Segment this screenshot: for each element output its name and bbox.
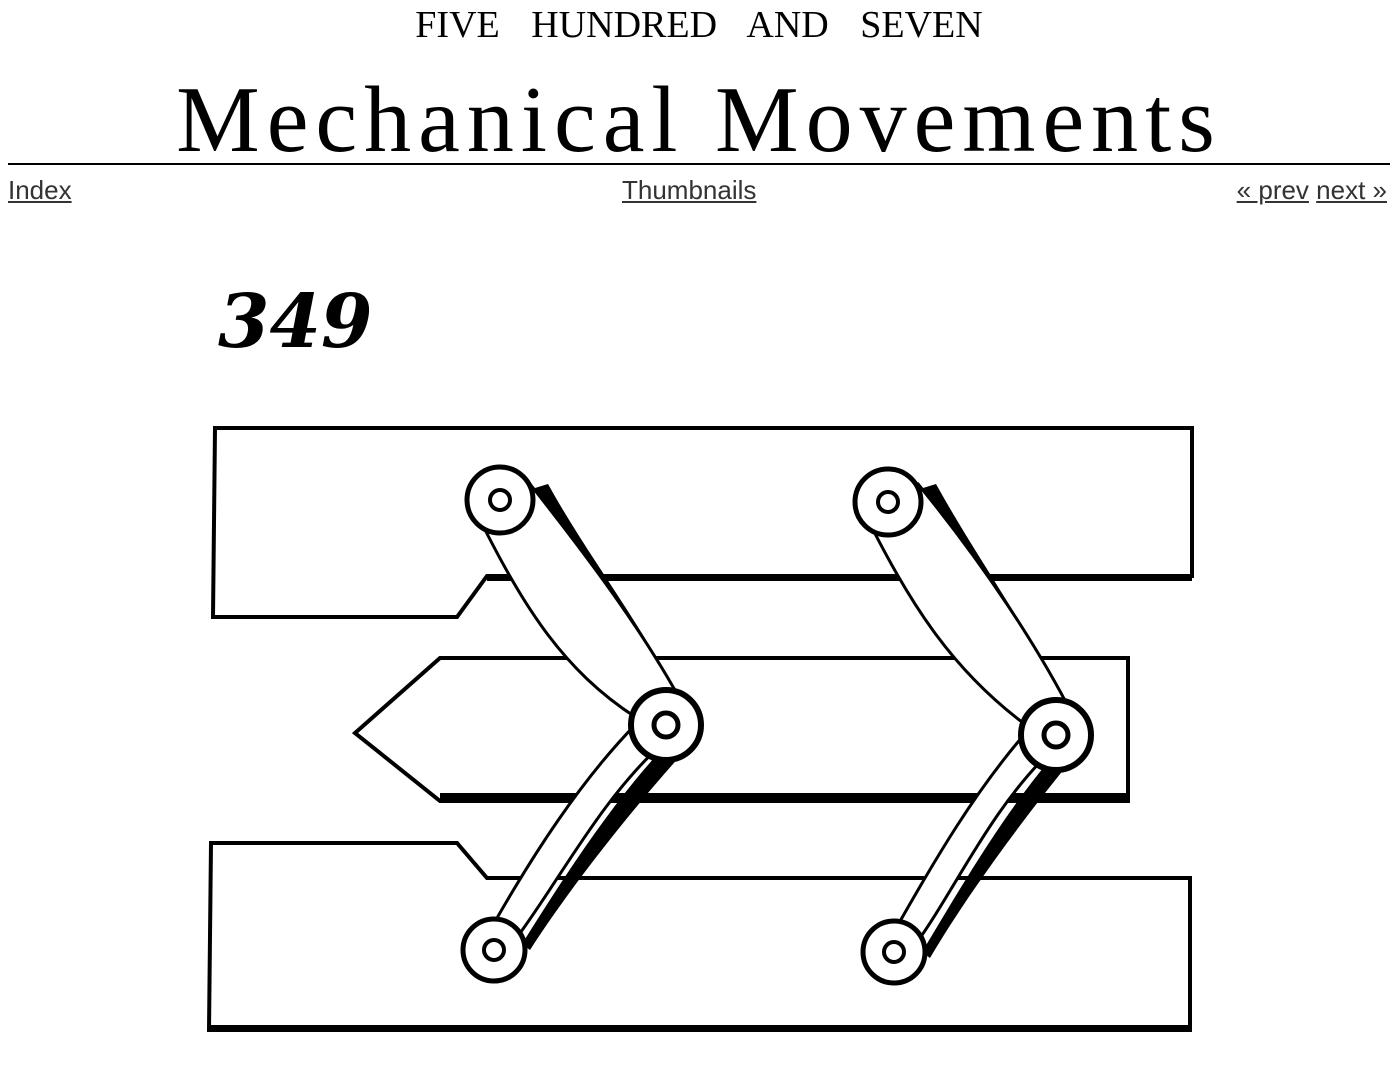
title-divider	[8, 163, 1390, 165]
linkage-left	[460, 464, 704, 984]
mechanism-illustration: 349	[150, 230, 1250, 1070]
pager: « prev next »	[1237, 174, 1387, 206]
thumbnails-link[interactable]: Thumbnails	[622, 175, 757, 205]
next-link[interactable]: next »	[1316, 175, 1387, 205]
page-title: Mechanical Movements	[176, 68, 1222, 172]
prev-link[interactable]: « prev	[1236, 175, 1309, 205]
book-supertitle: FIVE HUNDRED AND SEVEN	[415, 4, 983, 46]
top-bar	[210, 426, 1194, 619]
index-link[interactable]: Index	[8, 175, 72, 205]
figure-number: 349	[218, 279, 372, 365]
linkage-right	[852, 466, 1094, 986]
bottom-bar	[206, 841, 1192, 1032]
